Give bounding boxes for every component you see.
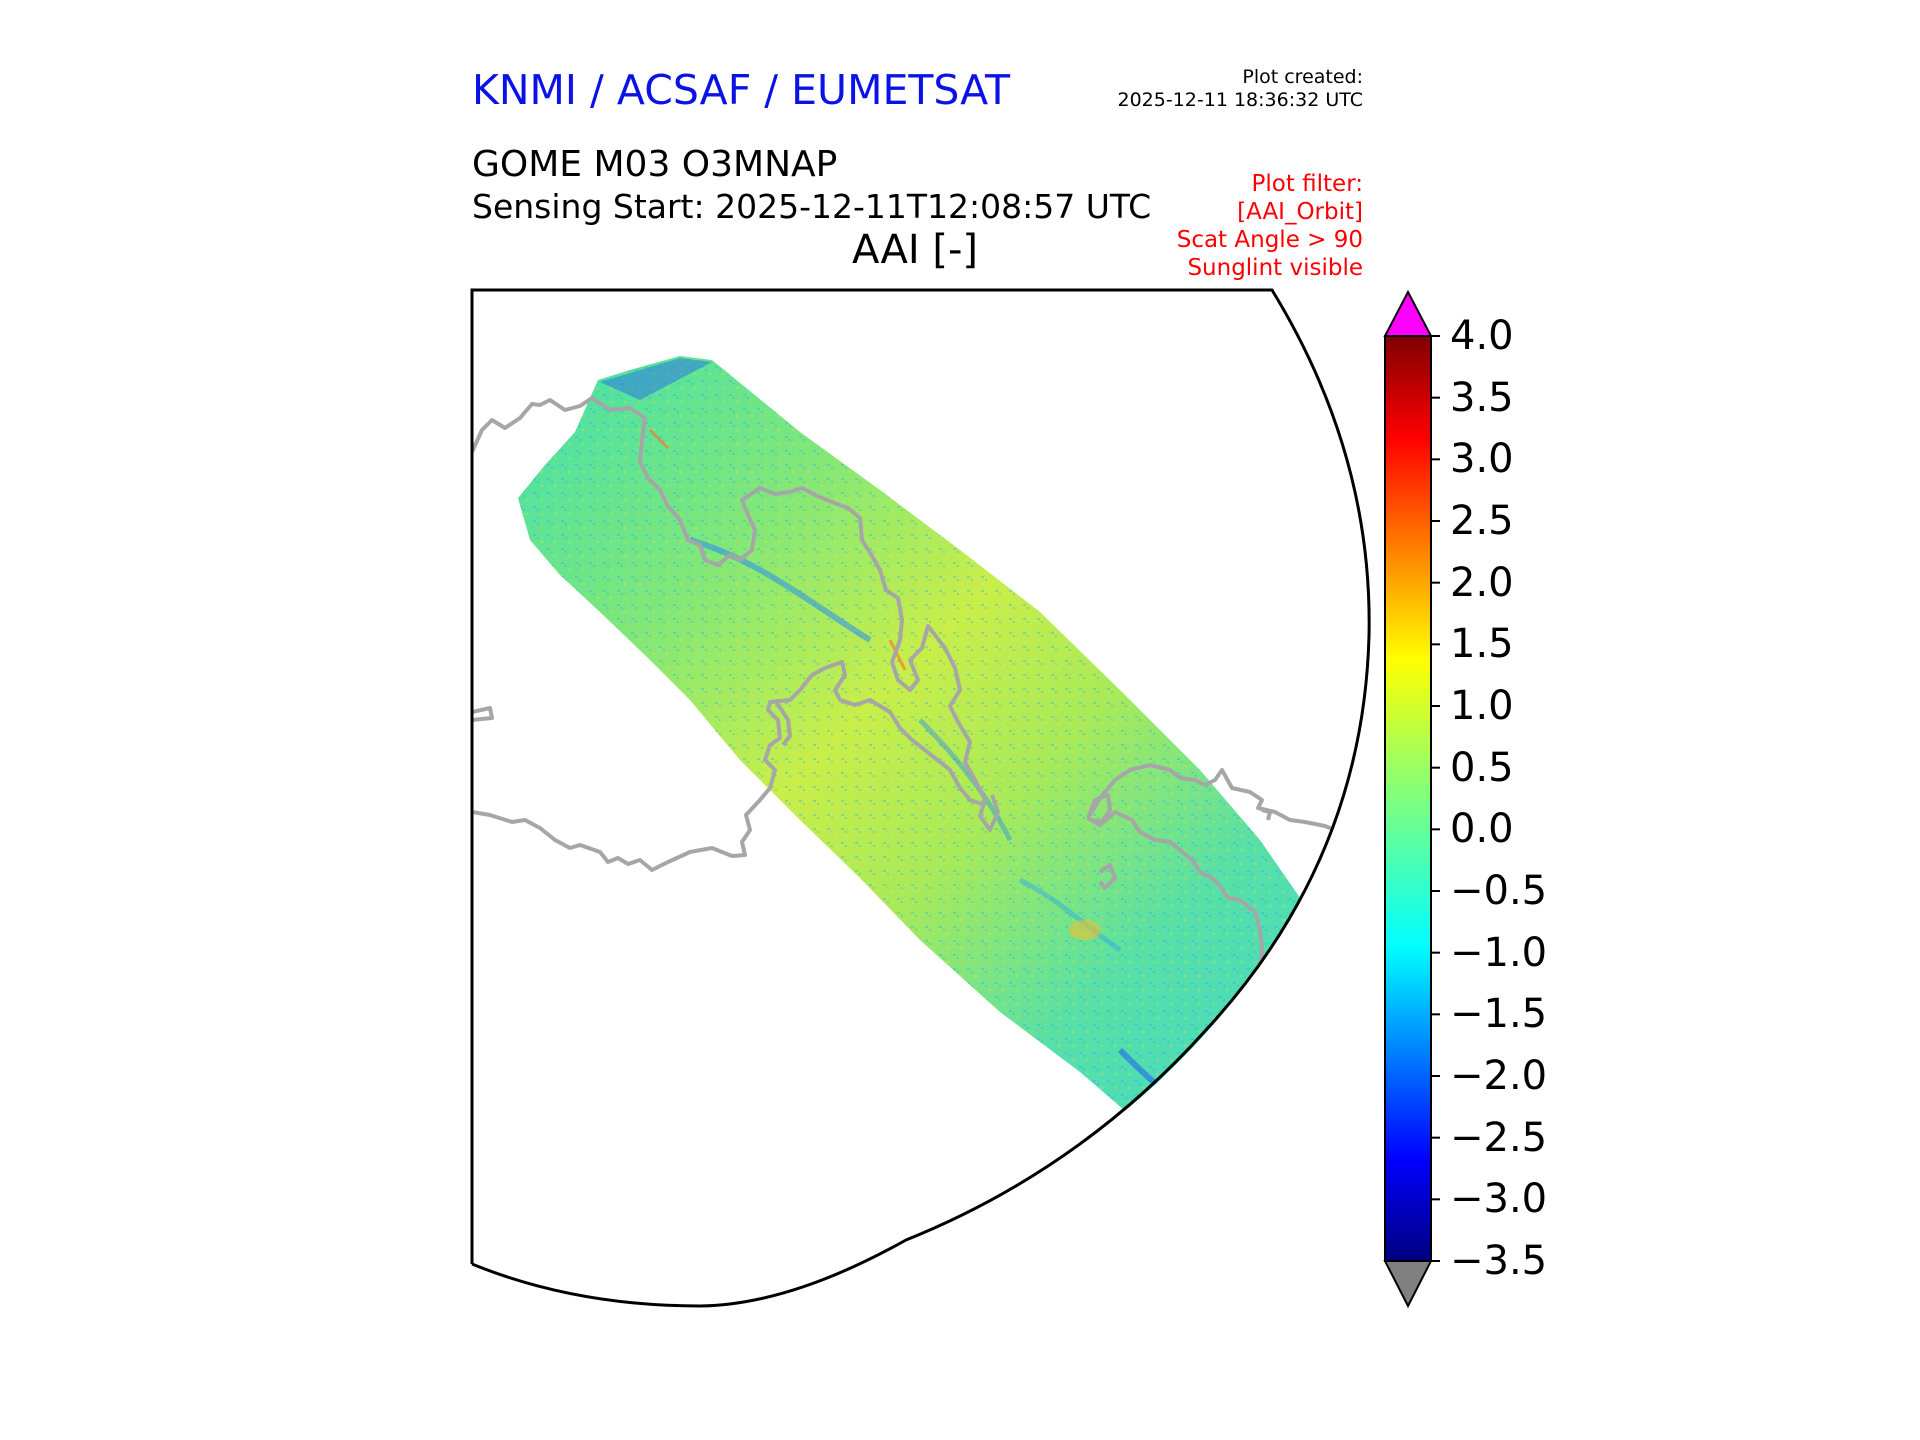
colorbar-tick-label: 1.0 bbox=[1450, 683, 1514, 729]
colorbar-tick-label: −1.0 bbox=[1450, 929, 1548, 976]
map-frame bbox=[470, 288, 1371, 1308]
colorbar-gradient bbox=[1384, 335, 1432, 1262]
colorbar-tick-label: −2.0 bbox=[1450, 1053, 1548, 1099]
plot-filter: Plot filter: [AAI_Orbit] Scat Angle > 90… bbox=[1177, 170, 1363, 282]
colorbar-tick-label: −0.5 bbox=[1450, 868, 1548, 914]
colorbar-tick-label: 3.5 bbox=[1450, 374, 1514, 421]
plot-created: Plot created: 2025-12-11 18:36:32 UTC bbox=[1118, 66, 1364, 112]
colorbar-tick-label: −2.5 bbox=[1450, 1114, 1548, 1161]
colorbar-under-extension bbox=[1383, 1260, 1433, 1309]
colorbar-tick-label: 2.5 bbox=[1450, 498, 1514, 544]
filter-line-3: Sunglint visible bbox=[1187, 255, 1363, 282]
filter-line-0: Plot filter: bbox=[1251, 171, 1363, 197]
filter-line-1: [AAI_Orbit] bbox=[1237, 199, 1363, 226]
quantity-title: AAI [-] bbox=[852, 227, 978, 273]
colorbar-tick-label: −1.5 bbox=[1450, 991, 1548, 1038]
colorbar-tick-label: 3.0 bbox=[1450, 436, 1514, 483]
plot-created-time: 2025-12-11 18:36:32 UTC bbox=[1117, 88, 1364, 111]
filter-line-2: Scat Angle > 90 bbox=[1176, 227, 1363, 254]
colorbar-tick-label: −3.0 bbox=[1450, 1176, 1548, 1223]
product-title: GOME M03 O3MNAP bbox=[472, 144, 838, 185]
colorbar-tick-label: 1.5 bbox=[1450, 621, 1514, 668]
organization-title: KNMI / ACSAF / EUMETSAT bbox=[472, 66, 1011, 114]
plot-created-label: Plot created: bbox=[1242, 66, 1363, 88]
colorbar-tick-label: 4.0 bbox=[1450, 313, 1514, 359]
colorbar-tick-label: −3.5 bbox=[1450, 1238, 1548, 1284]
colorbar-tick-label: 0.5 bbox=[1450, 744, 1514, 791]
colorbar-tick-label: 0.0 bbox=[1450, 806, 1514, 853]
colorbar-over-extension bbox=[1383, 289, 1433, 337]
colorbar-tick-label: 2.0 bbox=[1450, 559, 1514, 606]
colorbar bbox=[1383, 289, 1440, 1309]
sensing-start: Sensing Start: 2025-12-11T12:08:57 UTC bbox=[472, 187, 1152, 226]
